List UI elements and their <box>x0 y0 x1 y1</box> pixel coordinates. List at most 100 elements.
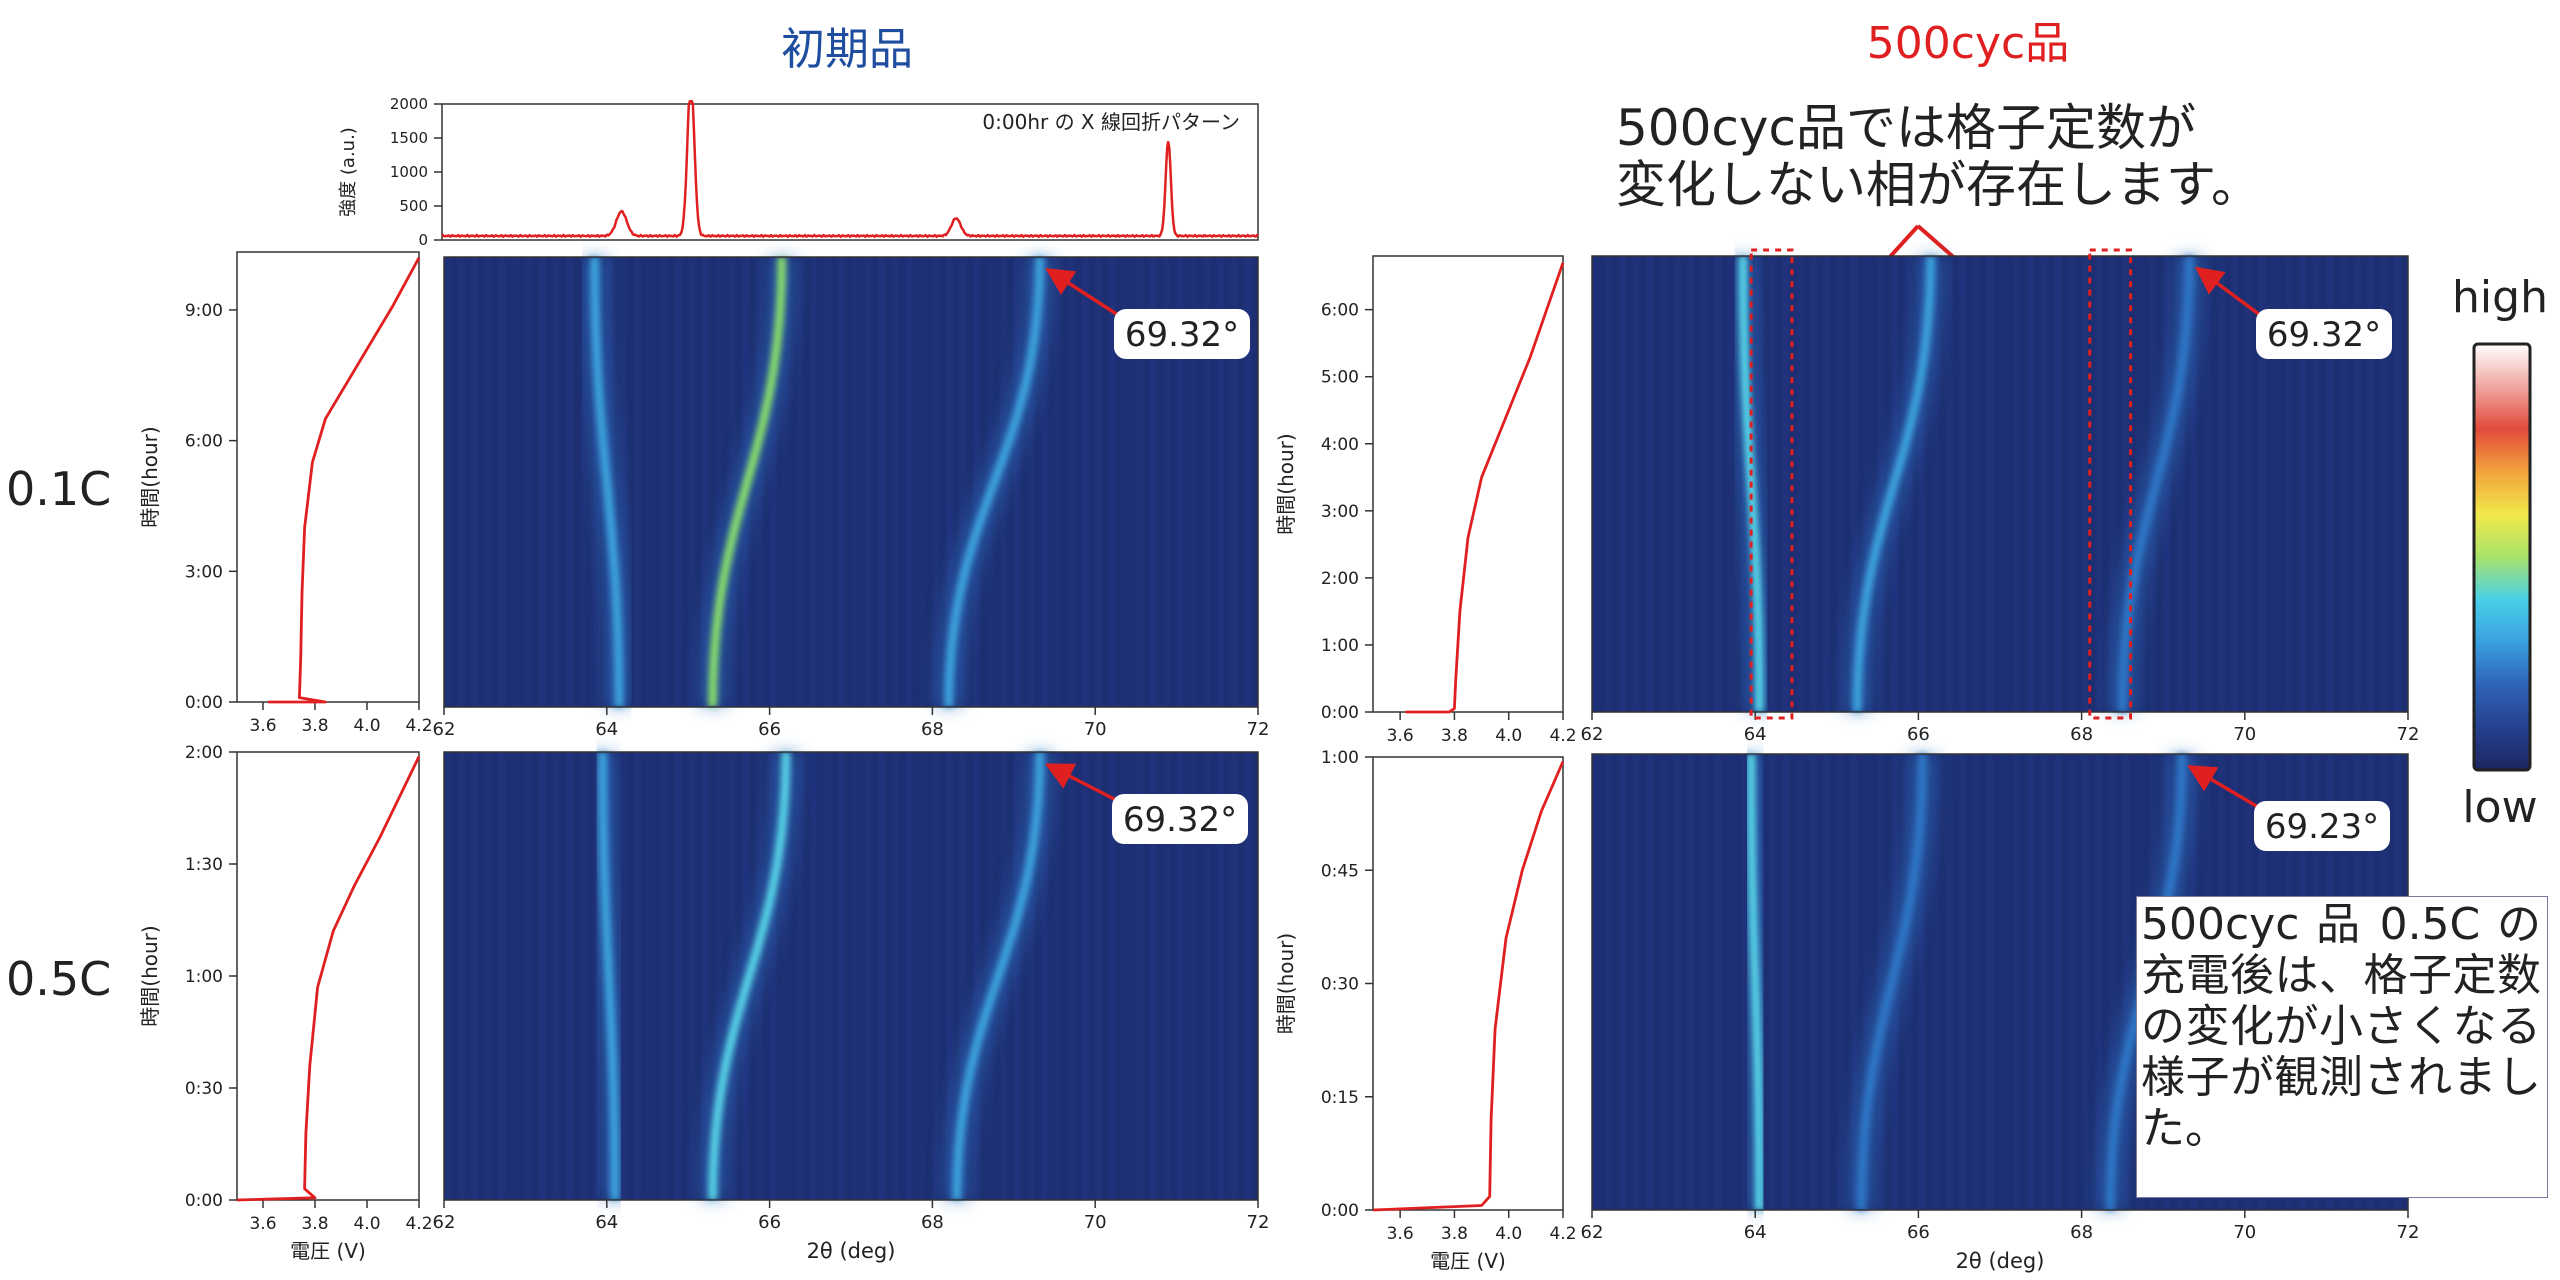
heatmap-texture <box>1244 752 1252 1200</box>
heatmap-texture <box>620 752 628 1200</box>
heatmap-texture <box>728 257 736 707</box>
heatmap-texture <box>1632 754 1640 1210</box>
heatmap-texture <box>1932 754 1939 1210</box>
heatmap-texture <box>1945 754 1953 1210</box>
heatmap-xtick-label: 64 <box>595 1212 618 1233</box>
heatmap-texture <box>1673 754 1681 1210</box>
heatmap-xtick-label: 72 <box>2397 1222 2420 1243</box>
heatmap-texture <box>1149 752 1157 1200</box>
voltage-curve <box>1372 760 1565 1212</box>
heatmap-texture <box>1149 257 1157 707</box>
heatmap-texture <box>918 257 926 707</box>
voltage-frame <box>1372 255 1564 713</box>
heatmap-texture <box>2054 256 2062 712</box>
heatmap-xtick-label: 62 <box>1581 1222 1604 1243</box>
heatmap-peak-track <box>1746 753 1764 1211</box>
row-label-0.5C: 0.5C <box>6 952 111 1006</box>
heatmap-texture <box>647 257 655 707</box>
heatmap-texture <box>498 257 506 707</box>
heatmap-texture <box>2326 256 2334 712</box>
voltage-xlabel: 電圧 (V) <box>1430 1249 1506 1273</box>
bottom-right-note: 500cyc 品 0.5C の充電後は、格子定数の変化が小さくなる様子が観測され… <box>2136 896 2548 1198</box>
heatmap-texture <box>1904 256 1912 712</box>
voltage-ytick-label: 0:00 <box>1321 1201 1359 1221</box>
voltage-frame <box>236 751 420 1201</box>
callout-label: 69.32° <box>1125 315 1239 355</box>
heatmap-texture <box>2176 256 2184 712</box>
voltage-curve <box>1405 262 1565 714</box>
heatmap-texture <box>837 752 845 1200</box>
xrd-ytick-label: 0 <box>418 231 428 249</box>
heatmap-texture <box>1108 752 1116 1200</box>
heatmap-texture <box>1190 752 1197 1200</box>
row-label-0.1C: 0.1C <box>6 462 111 516</box>
heatmap-texture <box>647 752 655 1200</box>
voltage-xtick-label: 3.6 <box>1387 726 1414 746</box>
heatmap-xtick-label: 64 <box>1744 1222 1767 1243</box>
heatmap-xtick-label: 64 <box>1744 724 1767 745</box>
heatmap-peak-track <box>598 751 620 1201</box>
callout-box <box>1114 309 1250 359</box>
heatmap-texture <box>633 257 641 707</box>
voltage-ytick-label: 0:30 <box>1321 975 1359 995</box>
heatmap-texture <box>525 752 533 1200</box>
heatmap-texture <box>1728 256 1735 712</box>
xrd-pattern-chart: 0 500 1000 1500 2000 強度 (a.u.) 0:00hr の X 線回折パ… <box>338 95 1259 249</box>
heatmap-texture <box>2122 256 2130 712</box>
heatmap-texture <box>2136 256 2143 712</box>
heatmap-texture <box>769 752 777 1200</box>
heatmap-texture <box>1823 754 1830 1210</box>
voltage-ytick-label: 3:00 <box>1321 502 1359 522</box>
heatmap-texture <box>1095 752 1102 1200</box>
voltage-ytick-label: 1:00 <box>185 967 223 987</box>
heatmap-texture <box>1013 257 1021 707</box>
heatmap-texture <box>959 257 967 707</box>
heatmap-xtick-label: 72 <box>1247 719 1270 740</box>
heatmap-texture <box>1632 256 1640 712</box>
heatmap-texture <box>1904 754 1912 1210</box>
heatmap-texture <box>2027 754 2034 1210</box>
heatmap-texture <box>1605 256 1613 712</box>
heatmap-texture <box>1122 257 1130 707</box>
heatmap-texture <box>1040 752 1048 1200</box>
voltage-xtick-label: 3.8 <box>301 1214 328 1234</box>
heatmap-texture <box>1027 752 1035 1200</box>
heatmap-peak-track <box>2117 255 2194 713</box>
heatmap-texture <box>1135 257 1143 707</box>
heatmap-texture <box>1646 256 1654 712</box>
heatmap-texture <box>1081 257 1089 707</box>
heatmap-texture <box>552 752 560 1200</box>
heatmap-frame <box>443 751 1259 1201</box>
heatmap-texture <box>484 257 492 707</box>
heatmap-texture <box>878 257 885 707</box>
heatmap-texture <box>1972 754 1980 1210</box>
voltage-ylabel: 時間(hour) <box>1274 933 1298 1034</box>
heatmap-texture <box>471 752 478 1200</box>
note-line-2: 変化しない相が存在します。 <box>1616 156 2261 214</box>
heatmap-texture <box>1986 754 1994 1210</box>
heatmap-peak-track <box>1856 753 1927 1211</box>
heatmap-texture <box>796 257 804 707</box>
voltage-ylabel: 時間(hour) <box>1274 433 1298 534</box>
heatmap-texture <box>511 257 519 707</box>
heatmap-texture <box>1081 752 1089 1200</box>
callout-label: 69.23° <box>2265 807 2379 847</box>
heatmap-texture <box>1687 256 1694 712</box>
heatmap-texture <box>823 752 831 1200</box>
voltage-ylabel: 時間(hour) <box>138 925 162 1026</box>
heatmap-texture <box>661 752 668 1200</box>
heatmap-peak-track <box>708 256 787 708</box>
heatmap-xtick-label: 66 <box>1907 1222 1930 1243</box>
heatmap-texture <box>973 257 980 707</box>
heatmap-texture <box>552 257 560 707</box>
xrd-ylabel: 強度 (a.u.) <box>338 127 359 217</box>
xrd-title: 0:00hr の X 線回折パターン <box>982 110 1240 134</box>
heatmap-xtick-label: 68 <box>921 719 944 740</box>
heatmap-texture <box>498 752 506 1200</box>
voltage-ytick-label: 0:00 <box>185 693 223 713</box>
xrd-ytick-label: 500 <box>399 197 428 215</box>
xrd-ytick-label: 1000 <box>390 163 428 181</box>
heatmap-texture <box>945 257 953 707</box>
voltage-xtick-label: 3.8 <box>301 716 328 736</box>
